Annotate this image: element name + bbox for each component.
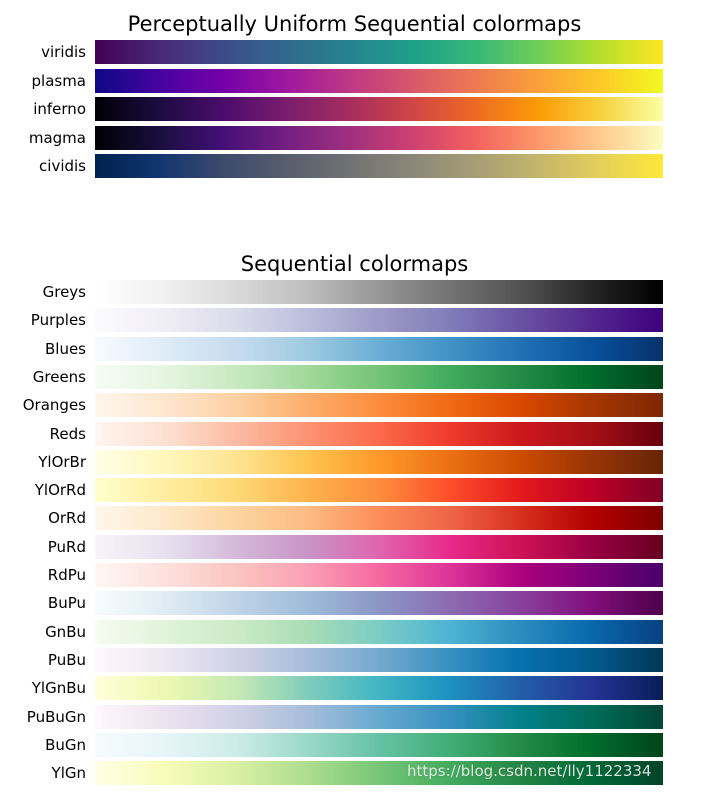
colormap-row-ylgnbu: YlGnBu bbox=[0, 676, 709, 704]
colormap-bar bbox=[95, 308, 663, 333]
panel-title: Sequential colormaps bbox=[240, 252, 469, 276]
colormap-bar bbox=[95, 732, 663, 757]
colormap-label: GnBu bbox=[45, 622, 86, 641]
colormap-label: BuPu bbox=[47, 594, 86, 613]
colormap-row-viridis: viridis bbox=[0, 40, 709, 68]
colormap-label: cividis bbox=[39, 157, 86, 176]
colormap-bar bbox=[95, 563, 663, 587]
colormap-bar bbox=[95, 478, 663, 503]
colormap-bar bbox=[95, 125, 663, 150]
colormap-label: PuRd bbox=[47, 537, 86, 556]
colormap-label: magma bbox=[28, 128, 86, 147]
colormap-bar bbox=[95, 154, 663, 179]
watermark: https://blog.csdn.net/lly1122334 bbox=[407, 762, 652, 780]
colormap-label: Greens bbox=[32, 367, 86, 386]
colormap-bar bbox=[95, 280, 663, 304]
colormap-row-pubu: PuBu bbox=[0, 647, 709, 676]
colormap-label: Reds bbox=[49, 424, 86, 443]
colormap-bar bbox=[95, 647, 663, 672]
colormap-bar bbox=[95, 506, 663, 531]
colormap-row-plasma: plasma bbox=[0, 68, 709, 97]
colormap-bar bbox=[95, 364, 663, 389]
colormap-label: YlOrBr bbox=[38, 452, 86, 471]
colormap-label: YlGn bbox=[51, 764, 86, 783]
colormap-label: YlOrRd bbox=[34, 481, 86, 500]
colormap-row-cividis: cividis bbox=[0, 154, 709, 182]
colormap-bar bbox=[95, 421, 663, 446]
colormap-row-bupu: BuPu bbox=[0, 591, 709, 619]
colormap-row-oranges: Oranges bbox=[0, 393, 709, 421]
colormap-row-bugn: BuGn bbox=[0, 732, 709, 761]
colormap-label: PuBu bbox=[47, 650, 86, 669]
colormap-row-ylgn: YlGn bbox=[0, 761, 709, 789]
colormap-bar bbox=[95, 40, 663, 64]
colormap-label: YlGnBu bbox=[31, 679, 86, 698]
colormap-row-purd: PuRd bbox=[0, 534, 709, 563]
colormap-label: plasma bbox=[31, 71, 87, 90]
colormap-row-rdpu: RdPu bbox=[0, 563, 709, 591]
colormap-row-pubugn: PuBuGn bbox=[0, 704, 709, 733]
colormap-bar bbox=[95, 393, 663, 418]
colormap-bar bbox=[95, 97, 663, 122]
colormap-row-purples: Purples bbox=[0, 308, 709, 336]
colormap-label: Purples bbox=[30, 311, 86, 330]
panel-title: Perceptually Uniform Sequential colormap… bbox=[127, 12, 582, 36]
colormap-label: BuGn bbox=[45, 735, 86, 754]
colormap-label: OrRd bbox=[48, 509, 86, 528]
colormap-bar bbox=[95, 68, 663, 93]
colormap-label: inferno bbox=[33, 100, 86, 119]
colormap-label: Oranges bbox=[22, 396, 86, 415]
colormap-row-ylorrd: YlOrRd bbox=[0, 478, 709, 506]
colormap-bar bbox=[95, 761, 663, 786]
colormap-label: PuBuGn bbox=[26, 707, 86, 726]
colormap-label: Blues bbox=[44, 339, 86, 358]
colormap-bar bbox=[95, 704, 663, 729]
colormap-row-blues: Blues bbox=[0, 336, 709, 365]
colormap-bar bbox=[95, 676, 663, 701]
colormap-bar bbox=[95, 591, 663, 616]
colormap-row-inferno: inferno bbox=[0, 97, 709, 125]
colormap-bar bbox=[95, 449, 663, 474]
colormap-label: RdPu bbox=[47, 566, 86, 584]
colormap-row-orrd: OrRd bbox=[0, 506, 709, 534]
colormap-row-greys: Greys bbox=[0, 280, 709, 308]
colormap-label: Greys bbox=[42, 283, 86, 301]
colormap-row-reds: Reds bbox=[0, 421, 709, 450]
colormap-bar bbox=[95, 534, 663, 559]
colormap-label: viridis bbox=[41, 43, 86, 61]
colormap-row-magma: magma bbox=[0, 125, 709, 154]
colormap-row-ylorbr: YlOrBr bbox=[0, 449, 709, 478]
colormap-row-greens: Greens bbox=[0, 364, 709, 393]
colormap-bar bbox=[95, 336, 663, 361]
colormap-row-gnbu: GnBu bbox=[0, 619, 709, 648]
colormap-bar bbox=[95, 619, 663, 644]
